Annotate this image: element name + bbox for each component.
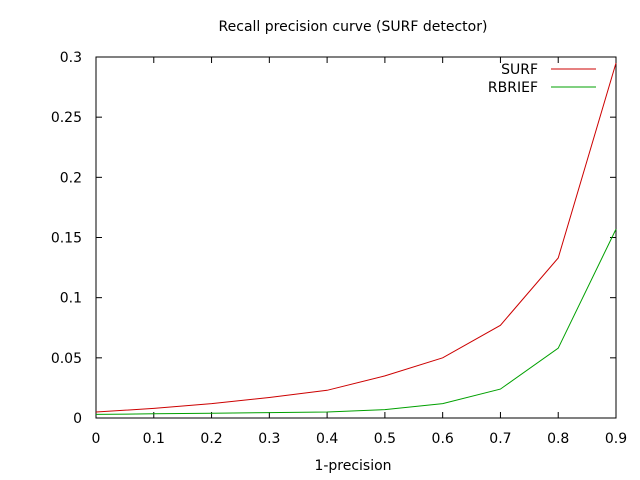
y-tick-label: 0.15: [51, 231, 82, 247]
x-tick-label: 0.9: [605, 431, 627, 447]
x-tick-label: 0.6: [432, 431, 454, 447]
x-tick-label: 0.4: [316, 431, 338, 447]
chart-title: Recall precision curve (SURF detector): [219, 19, 488, 35]
series-line-rbrief: [95, 228, 617, 415]
x-tick-label: 0.8: [547, 431, 569, 447]
y-tick-label: 0.25: [51, 110, 82, 126]
x-axis-label: 1-precision: [314, 458, 391, 474]
x-tick-label: 0: [92, 431, 101, 447]
series-group: [95, 62, 617, 415]
y-tick-label: 0.3: [60, 50, 82, 66]
legend: SURF RBRIEF: [488, 62, 596, 96]
x-tick-label: 0.3: [258, 431, 280, 447]
y-tick-label: 0.1: [60, 291, 82, 307]
legend-label-surf: SURF: [501, 62, 538, 78]
plot-frame: [95, 56, 617, 419]
y-tick-label: 0: [73, 411, 82, 427]
x-tick-label: 0.7: [489, 431, 511, 447]
y-axis: 0 0.05 0.1 0.15 0.2 0.25 0.3: [51, 50, 616, 427]
x-tick-label: 0.5: [374, 431, 396, 447]
x-axis: 0 0.1 0.2 0.3 0.4 0.5 0.6 0.7 0.8 0.9: [92, 57, 627, 447]
y-tick-label: 0.2: [60, 170, 82, 186]
x-tick-label: 0.2: [200, 431, 222, 447]
y-tick-label: 0.05: [51, 351, 82, 367]
plot-area: [95, 56, 617, 419]
series-line-surf: [95, 62, 617, 413]
legend-label-rbrief: RBRIEF: [488, 80, 538, 96]
x-tick-label: 0.1: [143, 431, 165, 447]
